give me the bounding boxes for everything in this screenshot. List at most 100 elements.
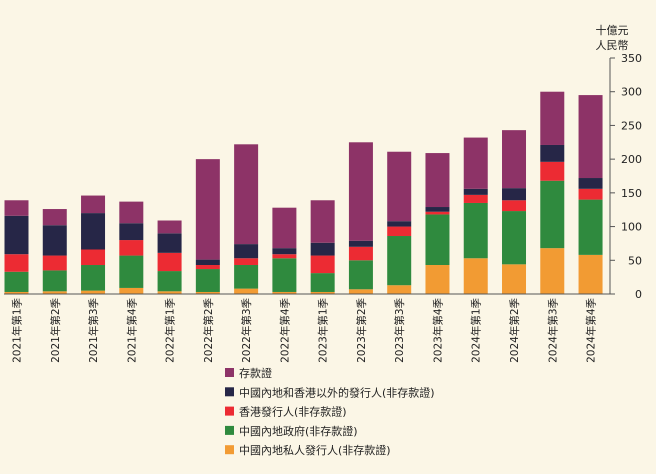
x-tick-label-1: 2021年第2季 (49, 298, 62, 363)
bar-segment-2-2 (81, 249, 106, 266)
x-tick-label-5: 2022年第2季 (202, 298, 215, 363)
bar-segment-2-1 (81, 265, 106, 291)
bar-segment-10-2 (387, 226, 412, 237)
bar-segment-13-1 (502, 211, 527, 265)
bar-segment-6-1 (234, 265, 259, 289)
bar-segment-3-1 (119, 255, 144, 288)
bar-segment-0-0 (4, 291, 29, 294)
bar-segment-9-0 (348, 289, 373, 294)
y-tick-label-3: 150 (621, 187, 642, 200)
bar-segment-4-2 (157, 252, 182, 272)
bar-segment-4-0 (157, 291, 182, 294)
y-tick-label-7: 350 (621, 52, 642, 65)
bar-segment-10-4 (387, 151, 412, 222)
bar-segment-2-3 (81, 213, 106, 250)
legend-swatch-0 (225, 368, 234, 377)
legend-label-2: 香港發行人(非存款證) (239, 405, 347, 419)
bar-segment-3-2 (119, 240, 144, 256)
bar-segment-11-3 (425, 207, 450, 212)
x-tick-label-0: 2021年第1季 (11, 298, 24, 363)
bar-segment-1-0 (42, 291, 67, 294)
bar-segment-2-4 (81, 195, 106, 214)
bar-segment-8-0 (310, 291, 335, 294)
bar-segment-15-1 (578, 199, 603, 255)
bar-segment-3-0 (119, 287, 144, 294)
bar-segment-9-4 (348, 142, 373, 241)
x-tick-label-4: 2022年第1季 (164, 298, 177, 363)
bar-segment-5-0 (195, 291, 220, 294)
bar-segment-5-4 (195, 159, 220, 260)
y-tick-label-4: 200 (621, 153, 642, 166)
x-tick-label-7: 2022年第4季 (278, 298, 291, 363)
bar-segment-11-1 (425, 214, 450, 265)
bar-segment-12-1 (463, 202, 488, 259)
bar-segment-15-2 (578, 188, 603, 200)
bar-segment-9-2 (348, 246, 373, 261)
y-tick-label-1: 50 (628, 254, 642, 267)
x-tick-label-2: 2021年第3季 (87, 298, 100, 363)
bar-segment-6-3 (234, 244, 259, 259)
bar-segment-4-1 (157, 271, 182, 292)
x-tick-label-3: 2021年第4季 (125, 298, 138, 363)
bar-segment-2-0 (81, 290, 106, 294)
bar-segment-3-3 (119, 223, 144, 241)
legend-swatch-4 (225, 445, 234, 455)
bar-segment-6-4 (234, 144, 259, 245)
bar-segment-14-2 (540, 161, 565, 181)
bar-segment-3-4 (119, 201, 144, 224)
y-tick-label-2: 100 (621, 221, 642, 234)
bar-segment-7-1 (272, 258, 297, 292)
bar-segment-0-2 (4, 254, 29, 272)
bar-segment-6-0 (234, 288, 259, 294)
bar-segment-4-3 (157, 233, 182, 253)
x-tick-label-14: 2024年第3季 (546, 298, 559, 363)
bar-segment-0-3 (4, 215, 29, 255)
bar-segment-11-4 (425, 153, 450, 208)
y-tick-label-5: 250 (621, 119, 642, 132)
legend-label-0: 存款證 (239, 366, 272, 380)
y-axis-unit-line-2: 人民幣 (596, 39, 629, 52)
bar-segment-15-4 (578, 95, 603, 179)
bar-segment-8-3 (310, 242, 335, 256)
bar-segment-1-3 (42, 225, 67, 256)
x-tick-label-12: 2024年第1季 (470, 298, 483, 363)
x-tick-label-9: 2023年第2季 (355, 298, 368, 363)
bar-segment-5-2 (195, 265, 220, 270)
x-tick-label-15: 2024年第4季 (585, 298, 598, 363)
legend-swatch-2 (225, 406, 234, 416)
bar-segment-12-0 (463, 258, 488, 294)
bar-segment-10-0 (387, 285, 412, 294)
bar-segment-14-4 (540, 91, 565, 145)
bar-segment-11-0 (425, 265, 450, 294)
bar-segment-15-3 (578, 178, 603, 189)
bar-segment-14-3 (540, 144, 565, 162)
legend-label-1: 中國內地和香港以外的發行人(非存款證) (239, 385, 435, 399)
bar-segment-13-4 (502, 130, 527, 189)
bar-segment-12-3 (463, 188, 488, 195)
bar-segment-9-3 (348, 240, 373, 247)
x-tick-label-13: 2024年第2季 (508, 298, 521, 363)
bar-segment-1-4 (42, 209, 67, 226)
y-axis-unit-line-1: 十億元 (596, 23, 629, 37)
bar-segment-1-2 (42, 255, 67, 271)
y-tick-label-0: 0 (635, 288, 642, 301)
y-axis-ticks: 0 50 100 150 200 250 300 350 (610, 52, 642, 301)
x-tick-label-8: 2023年第1季 (317, 298, 330, 363)
bar-segment-10-3 (387, 221, 412, 227)
bars-group (4, 91, 603, 294)
legend-swatch-3 (225, 425, 234, 435)
legend-label-3: 中國內地政府(非存款證) (239, 424, 358, 438)
x-tick-label-11: 2023年第4季 (431, 298, 444, 363)
bar-segment-13-2 (502, 200, 527, 212)
bar-segment-9-1 (348, 260, 373, 290)
bar-segment-14-0 (540, 248, 565, 294)
bar-segment-7-0 (272, 291, 297, 294)
bar-segment-14-1 (540, 180, 565, 249)
legend-label-4: 中國內地私人發行人(非存款證) (239, 443, 391, 457)
bar-segment-8-1 (310, 273, 335, 292)
bar-segment-8-2 (310, 255, 335, 274)
x-tick-label-6: 2022年第3季 (240, 298, 253, 363)
bar-segment-0-4 (4, 200, 29, 216)
